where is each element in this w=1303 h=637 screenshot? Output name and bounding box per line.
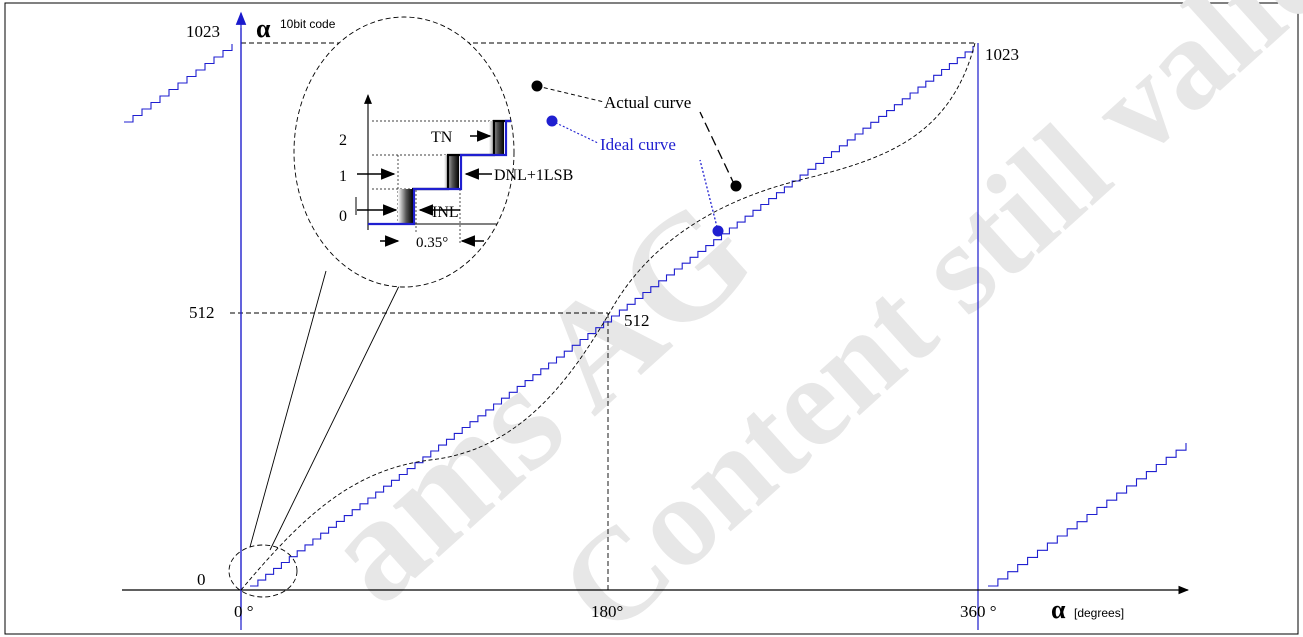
zoom-inset: [293, 16, 515, 288]
y-tick-1023: 1023: [186, 22, 220, 41]
inset-label-step: 0.35°: [416, 235, 448, 251]
inset-label-dnl: DNL+1LSB: [494, 167, 573, 184]
ideal-staircase-main: [250, 46, 974, 587]
ideal-marker-main: [712, 225, 724, 237]
figure-border: [4, 2, 1299, 635]
actual-curve: [240, 42, 976, 591]
y-tick-512: 512: [189, 303, 215, 322]
inset-tick-2: 2: [339, 132, 347, 149]
legend-ideal-curve: Ideal curve: [600, 135, 676, 154]
x-axis-unit: [degrees]: [1074, 606, 1124, 620]
ideal-staircase-wrap-left: [124, 44, 233, 123]
x-axis-symbol: α: [1051, 595, 1066, 624]
ideal-marker-inset: [546, 115, 558, 127]
inset-label-inl: INL: [432, 204, 459, 221]
x-tick-0: 0 °: [234, 602, 254, 621]
inset-tick-1: 1: [339, 168, 347, 185]
x-tick-180: 180°: [591, 602, 623, 621]
inset-tick-0: 0: [339, 208, 347, 225]
ideal-staircase-wrap-right: [988, 443, 1187, 587]
actual-marker-inset: [531, 80, 543, 92]
y-axis-symbol: α: [256, 14, 271, 43]
legend-pointers: [531, 80, 742, 237]
zoom-source-ellipse: [228, 544, 298, 598]
x-tick-360: 360 °: [960, 602, 997, 621]
magnifier-connector: [228, 270, 401, 598]
inset-ideal-steps: [368, 86, 514, 226]
y-tick-0: 0: [197, 570, 206, 589]
y-axis-unit: 10bit code: [280, 17, 336, 31]
actual-marker-main: [730, 180, 742, 192]
inset-label-tn: TN: [431, 129, 453, 146]
inset-actual-steps: [412, 84, 514, 191]
point-label-512: 512: [624, 311, 650, 330]
ideal-staircase: [124, 44, 1187, 587]
legend-actual-curve: Actual curve: [604, 93, 691, 112]
point-label-1023: 1023: [985, 45, 1019, 64]
